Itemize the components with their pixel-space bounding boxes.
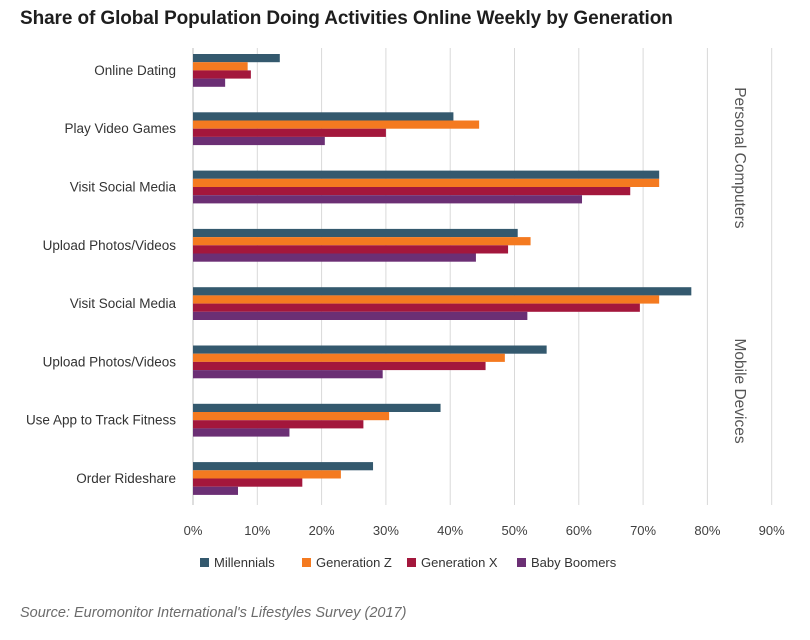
bar-generation-x-play-video-games xyxy=(193,128,386,137)
legend-label-generation-z: Generation Z xyxy=(316,555,392,570)
category-label: Upload Photos/Videos xyxy=(43,238,177,253)
category-label: Visit Social Media xyxy=(70,296,177,311)
bar-millennials-play-video-games xyxy=(193,112,454,121)
legend-swatch-millennials xyxy=(200,558,209,567)
bar-baby-boomers-visit-social-media xyxy=(193,195,583,204)
legend-label-generation-x: Generation X xyxy=(421,555,498,570)
bar-millennials-upload-photos-videos xyxy=(193,345,547,354)
bar-generation-x-online-dating xyxy=(193,70,251,79)
source-note: Source: Euromonitor International's Life… xyxy=(20,605,407,621)
bar-baby-boomers-use-app-to-track-fitness xyxy=(193,428,290,437)
x-tick-label: 20% xyxy=(309,523,335,538)
category-label: Play Video Games xyxy=(64,121,176,136)
category-label: Use App to Track Fitness xyxy=(26,413,176,428)
bar-generation-z-order-rideshare xyxy=(193,470,341,479)
bar-millennials-visit-social-media xyxy=(193,287,692,296)
chart-title: Share of Global Population Doing Activit… xyxy=(20,8,673,29)
category-label: Order Rideshare xyxy=(76,471,176,486)
bar-generation-z-upload-photos-videos xyxy=(193,237,531,246)
chart: Online Dating Play Video Games Visit Socia… xyxy=(26,48,786,570)
bar-baby-boomers-upload-photos-videos xyxy=(193,370,383,379)
x-tick-label: 60% xyxy=(566,523,592,538)
category-label: Online Dating xyxy=(94,63,176,78)
category-label: Upload Photos/Videos xyxy=(43,354,177,369)
bar-millennials-upload-photos-videos xyxy=(193,228,518,238)
category-labels: Online Dating Play Video Games Visit Socia… xyxy=(26,63,177,486)
legend-swatch-baby-boomers xyxy=(517,558,526,567)
x-tick-label: 30% xyxy=(373,523,399,538)
bar-baby-boomers-online-dating xyxy=(193,78,226,87)
x-tick-label: 40% xyxy=(437,523,463,538)
x-tick-label: 0% xyxy=(184,523,203,538)
bar-millennials-order-rideshare xyxy=(193,462,374,471)
bar-baby-boomers-order-rideshare xyxy=(193,486,239,495)
group-labels: Personal Computers Mobile Devices xyxy=(731,87,748,444)
x-tick-label: 70% xyxy=(630,523,656,538)
group-label-mobile-devices: Mobile Devices xyxy=(731,338,748,443)
bar-generation-x-visit-social-media xyxy=(193,303,640,312)
bar-generation-x-visit-social-media xyxy=(193,187,631,196)
legend-label-baby-boomers: Baby Boomers xyxy=(531,555,617,570)
x-tick-label: 10% xyxy=(244,523,270,538)
bar-baby-boomers-play-video-games xyxy=(193,136,325,146)
group-label-personal-computers: Personal Computers xyxy=(731,87,748,229)
category-label: Visit Social Media xyxy=(70,180,177,195)
x-tick-label: 90% xyxy=(759,523,785,538)
bar-generation-x-order-rideshare xyxy=(193,478,303,487)
x-tick-labels: 0% 10% 20% 30% 40% 50% 60% 70% 80% 90% xyxy=(184,523,786,538)
bar-baby-boomers-upload-photos-videos xyxy=(193,253,476,262)
bar-generation-z-play-video-games xyxy=(193,120,480,129)
legend: Millennials Generation Z Generation X Baby … xyxy=(200,555,617,570)
bar-generation-x-use-app-to-track-fitness xyxy=(193,420,364,429)
bar-millennials-use-app-to-track-fitness xyxy=(193,403,441,412)
bar-generation-z-visit-social-media xyxy=(193,178,660,187)
bar-generation-x-upload-photos-videos xyxy=(193,361,486,371)
x-tick-label: 50% xyxy=(501,523,527,538)
legend-swatch-generation-x xyxy=(407,558,416,567)
legend-swatch-generation-z xyxy=(302,558,311,567)
bar-generation-z-online-dating xyxy=(193,62,248,71)
gridlines xyxy=(192,48,773,505)
bars xyxy=(193,54,692,495)
bar-baby-boomers-visit-social-media xyxy=(193,311,528,320)
bar-generation-z-upload-photos-videos xyxy=(193,353,505,362)
bar-millennials-online-dating xyxy=(193,54,280,63)
bar-generation-z-use-app-to-track-fitness xyxy=(193,412,390,421)
bar-generation-x-upload-photos-videos xyxy=(193,245,509,254)
x-tick-label: 80% xyxy=(694,523,720,538)
legend-label-millennials: Millennials xyxy=(214,555,275,570)
bar-generation-z-visit-social-media xyxy=(193,295,660,304)
bar-millennials-visit-social-media xyxy=(193,170,660,179)
